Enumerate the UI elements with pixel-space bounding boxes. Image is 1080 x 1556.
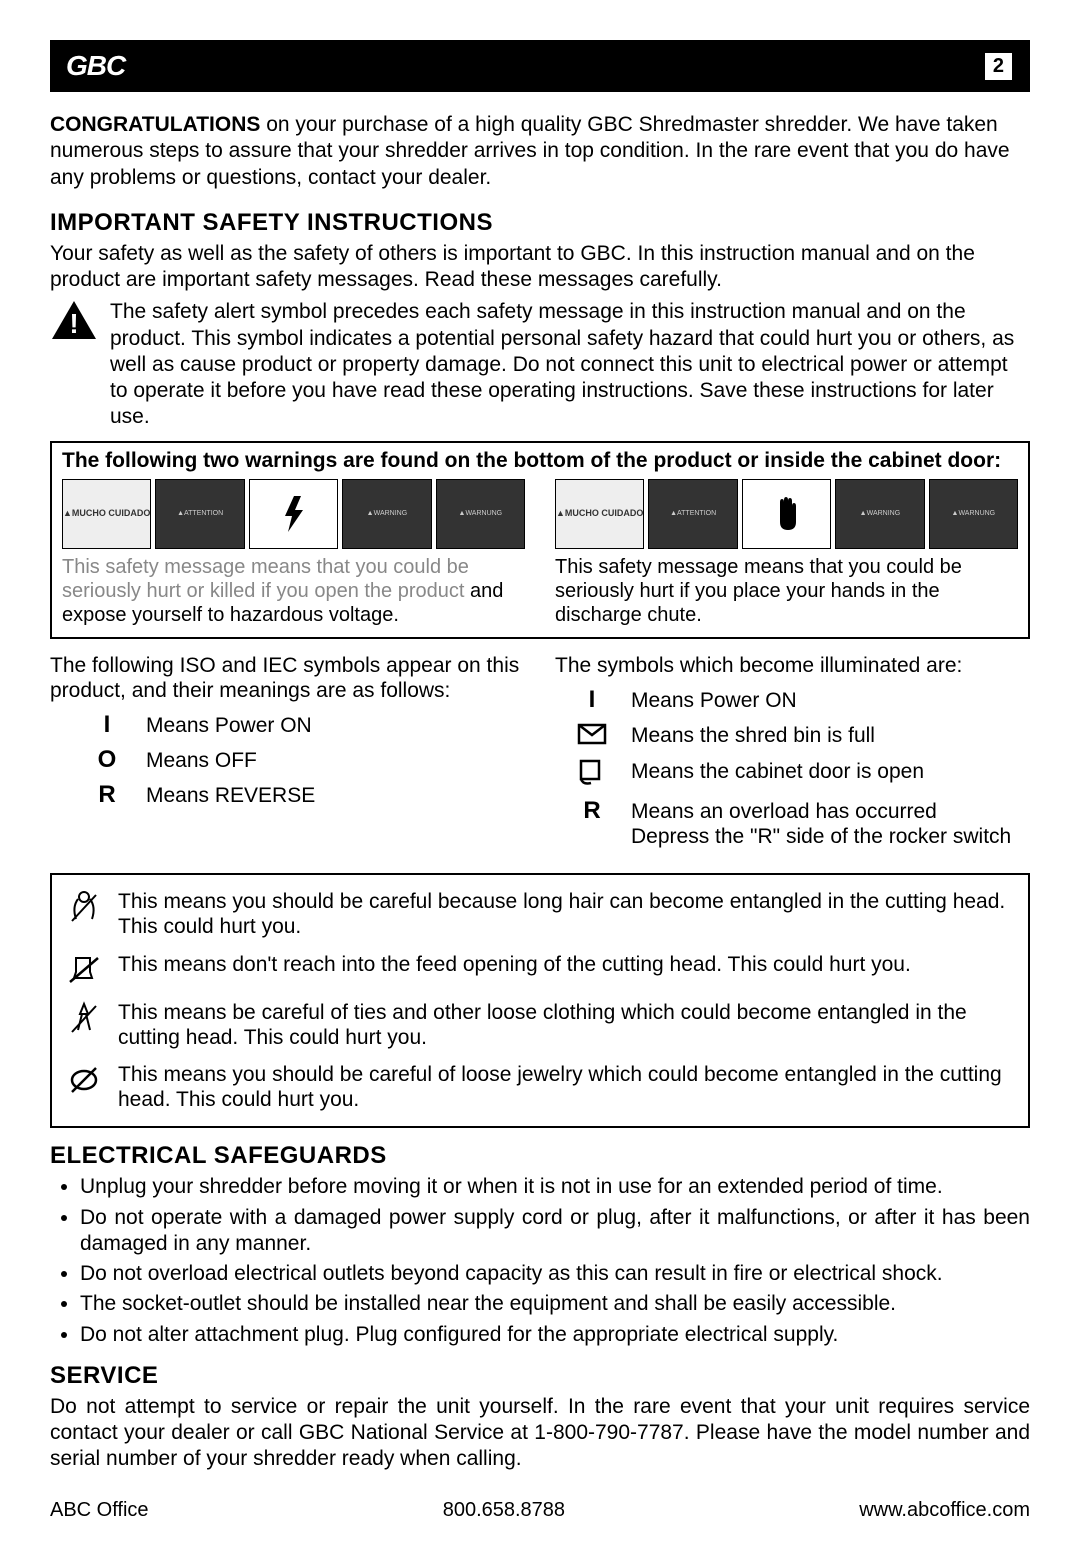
warning-label-strip-right: ▲MUCHO CUIDADO ▲ATTENTION ▲WARNING ▲WARN…	[555, 479, 1018, 549]
label: ▲MUCHO CUIDADO	[556, 509, 643, 518]
hazard-icon	[64, 889, 104, 925]
hazard-box: This means you should be careful because…	[50, 873, 1030, 1128]
safety-alert-row: ! The safety alert symbol precedes each …	[50, 299, 1030, 430]
header-bar: GBC 2	[50, 40, 1030, 92]
caption-faded: This safety message means that you could…	[62, 556, 470, 602]
service-text: Do not attempt to service or repair the …	[50, 1394, 1030, 1473]
service-heading: SERVICE	[50, 1362, 1030, 1390]
symbols-left-intro: The following ISO and IEC symbols appear…	[50, 653, 525, 703]
hazard-icon	[64, 1000, 104, 1036]
hazard-row: This means don't reach into the feed ope…	[64, 946, 1016, 994]
hazard-text: This means you should be careful of loos…	[118, 1062, 1016, 1112]
symbols-left: The following ISO and IEC symbols appear…	[50, 653, 525, 860]
symbols-right: The symbols which become illuminated are…	[555, 653, 1030, 860]
symbols-right-intro: The symbols which become illuminated are…	[555, 653, 1030, 678]
label: ▲WARNUNG	[952, 510, 996, 517]
intro-bold: CONGRATULATIONS	[50, 113, 260, 136]
shock-icon	[249, 479, 338, 549]
electrical-heading: ELECTRICAL SAFEGUARDS	[50, 1142, 1030, 1170]
hazard-text: This means be careful of ties and other …	[118, 1000, 1016, 1050]
hazard-text: This means don't reach into the feed ope…	[118, 952, 911, 977]
symbol-text: Means an overload has occurredDepress th…	[631, 799, 1011, 849]
warning-left: ▲MUCHO CUIDADO ▲ATTENTION ▲WARNING ▲WARN…	[62, 479, 525, 627]
alert-triangle-icon: !	[50, 299, 98, 341]
label: ▲WARNING	[367, 510, 408, 517]
symbol-glyph: I	[575, 688, 609, 712]
symbol-text: Means the shred bin is full	[631, 723, 875, 748]
footer: ABC Office 800.658.8788 www.abcoffice.co…	[50, 1499, 1030, 1522]
electrical-item: Do not overload electrical outlets beyon…	[80, 1261, 1030, 1287]
hazard-icon	[64, 952, 104, 988]
symbol-glyph: R	[575, 799, 609, 823]
symbol-text: Means Power ON	[146, 713, 312, 738]
symbol-glyph: R	[90, 783, 124, 807]
symbol-glyph: I	[90, 713, 124, 737]
symbols-section: The following ISO and IEC symbols appear…	[50, 653, 1030, 860]
footer-url: www.abcoffice.com	[859, 1499, 1030, 1522]
electrical-list: Unplug your shredder before moving it or…	[50, 1174, 1030, 1348]
footer-left: ABC Office	[50, 1499, 149, 1522]
hand-icon	[742, 479, 831, 549]
electrical-item: Do not operate with a damaged power supp…	[80, 1205, 1030, 1258]
label: ▲ATTENTION	[670, 510, 716, 517]
warnings-box: The following two warnings are found on …	[50, 441, 1030, 639]
safety-heading: IMPORTANT SAFETY INSTRUCTIONS	[50, 209, 1030, 237]
brand-logo: GBC	[66, 50, 125, 82]
symbol-glyph	[575, 759, 609, 789]
svg-text:!: !	[69, 308, 78, 339]
hazard-row: This means be careful of ties and other …	[64, 994, 1016, 1056]
warning-label-strip-left: ▲MUCHO CUIDADO ▲ATTENTION ▲WARNING ▲WARN…	[62, 479, 525, 549]
symbol-glyph: O	[90, 748, 124, 772]
symbol-item: Means the cabinet door is open	[575, 759, 1030, 789]
symbol-item: O Means OFF	[90, 748, 525, 773]
electrical-item: Do not alter attachment plug. Plug confi…	[80, 1322, 1030, 1348]
electrical-item: Unplug your shredder before moving it or…	[80, 1174, 1030, 1200]
intro-paragraph: CONGRATULATIONS on your purchase of a hi…	[50, 112, 1030, 191]
label: ▲WARNING	[860, 510, 901, 517]
footer-phone: 800.658.8788	[149, 1499, 860, 1522]
label: ▲MUCHO CUIDADO	[63, 509, 150, 518]
symbol-text: Means REVERSE	[146, 783, 315, 808]
warning-right: ▲MUCHO CUIDADO ▲ATTENTION ▲WARNING ▲WARN…	[555, 479, 1018, 627]
warning-right-caption: This safety message means that you could…	[555, 555, 1018, 627]
warning-left-caption: This safety message means that you could…	[62, 555, 525, 627]
symbol-glyph	[575, 723, 609, 749]
electrical-item: The socket-outlet should be installed ne…	[80, 1291, 1030, 1317]
hazard-row: This means you should be careful because…	[64, 883, 1016, 945]
symbol-item: R Means REVERSE	[90, 783, 525, 808]
symbol-text: Means the cabinet door is open	[631, 759, 924, 784]
hazard-icon	[64, 1062, 104, 1098]
symbol-text: Means OFF	[146, 748, 257, 773]
hazard-row: This means you should be careful of loos…	[64, 1056, 1016, 1118]
symbol-item: I Means Power ON	[90, 713, 525, 738]
safety-intro: Your safety as well as the safety of oth…	[50, 241, 1030, 294]
symbol-item: I Means Power ON	[575, 688, 1030, 713]
warnings-title: The following two warnings are found on …	[62, 449, 1018, 473]
symbol-item: Means the shred bin is full	[575, 723, 1030, 749]
hazard-text: This means you should be careful because…	[118, 889, 1016, 939]
page-number: 2	[983, 51, 1014, 82]
symbol-text: Means Power ON	[631, 688, 797, 713]
label: ▲WARNUNG	[459, 510, 503, 517]
safety-alert-text: The safety alert symbol precedes each sa…	[110, 299, 1030, 430]
symbol-item: R Means an overload has occurredDepress t…	[575, 799, 1030, 849]
label: ▲ATTENTION	[177, 510, 223, 517]
